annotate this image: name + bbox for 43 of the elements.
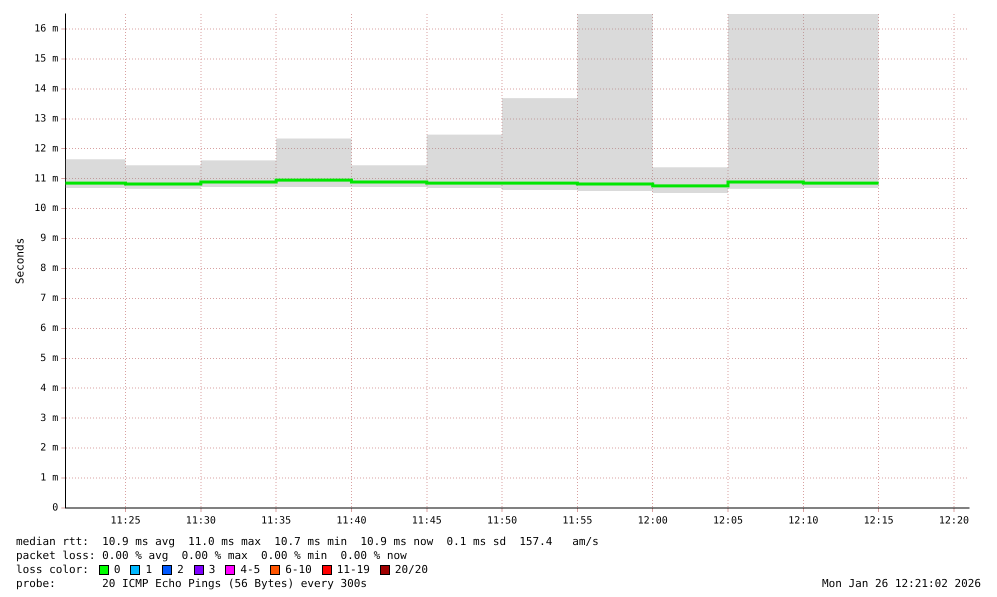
text: 20/20: [394, 563, 428, 577]
x-tick-label: 12:00: [638, 516, 668, 527]
x-tick-label: 12:15: [864, 516, 894, 527]
text: Mon Jan 26 12:21:02 2026: [822, 577, 981, 591]
y-axis-title: Seconds: [13, 238, 26, 284]
y-tick-label: 1 m: [40, 472, 58, 484]
text: median rtt: 10.9 ms avg 11.0 ms max 10.7 ms min 10.9 ms now 0.1 ms sd 157.4 am/s: [16, 535, 599, 549]
text: 6-10: [285, 563, 312, 577]
text: 11-19: [336, 563, 370, 577]
text: 4-5: [240, 563, 260, 577]
x-tick-label: 11:55: [562, 516, 592, 527]
y-tick-label: 3 m: [40, 412, 58, 424]
text: 3: [208, 563, 216, 577]
x-tick-label: 12:20: [938, 516, 969, 527]
x-tick-label: 11:30: [186, 516, 216, 527]
x-tick-label: 11:25: [110, 516, 141, 527]
x-tick-label: 12:05: [712, 516, 744, 527]
y-tick-label: 0: [52, 502, 58, 514]
y-tick-label: 8 m: [40, 263, 58, 274]
y-tick-label: 5 m: [40, 352, 58, 364]
x-tick-label: 12:10: [788, 516, 818, 527]
y-tick-label: 7 m: [40, 293, 58, 304]
y-tick-label: 15 m: [34, 54, 58, 65]
y-tick-label: 2 m: [40, 442, 58, 454]
text: 1: [145, 563, 152, 577]
text: loss color:: [16, 563, 89, 577]
x-tick-label: 11:50: [487, 516, 518, 527]
y-tick-label: 13 m: [34, 113, 58, 124]
y-tick-label: 11 m: [34, 173, 58, 184]
text: probe: 20 ICMP Echo Pings (56 Bytes) every 300s: [16, 577, 367, 591]
y-tick-label: 14 m: [34, 83, 58, 94]
y-tick-label: 12 m: [34, 143, 58, 154]
text: packet loss: 0.00 % avg 0.00 % max 0.00 % min 0.00 % now: [16, 549, 407, 563]
y-tick-label: 4 m: [40, 382, 58, 394]
x-tick-label: 11:35: [261, 516, 292, 527]
text: 0: [114, 563, 120, 577]
y-tick-label: 10 m: [34, 203, 58, 214]
y-tick-label: 9 m: [40, 233, 58, 244]
y-tick-label: 6 m: [40, 322, 58, 334]
x-tick-label: 11:40: [336, 516, 367, 527]
x-tick-label: 11:45: [412, 516, 442, 527]
text: 2: [177, 563, 184, 577]
y-tick-label: 16 m: [34, 24, 58, 35]
